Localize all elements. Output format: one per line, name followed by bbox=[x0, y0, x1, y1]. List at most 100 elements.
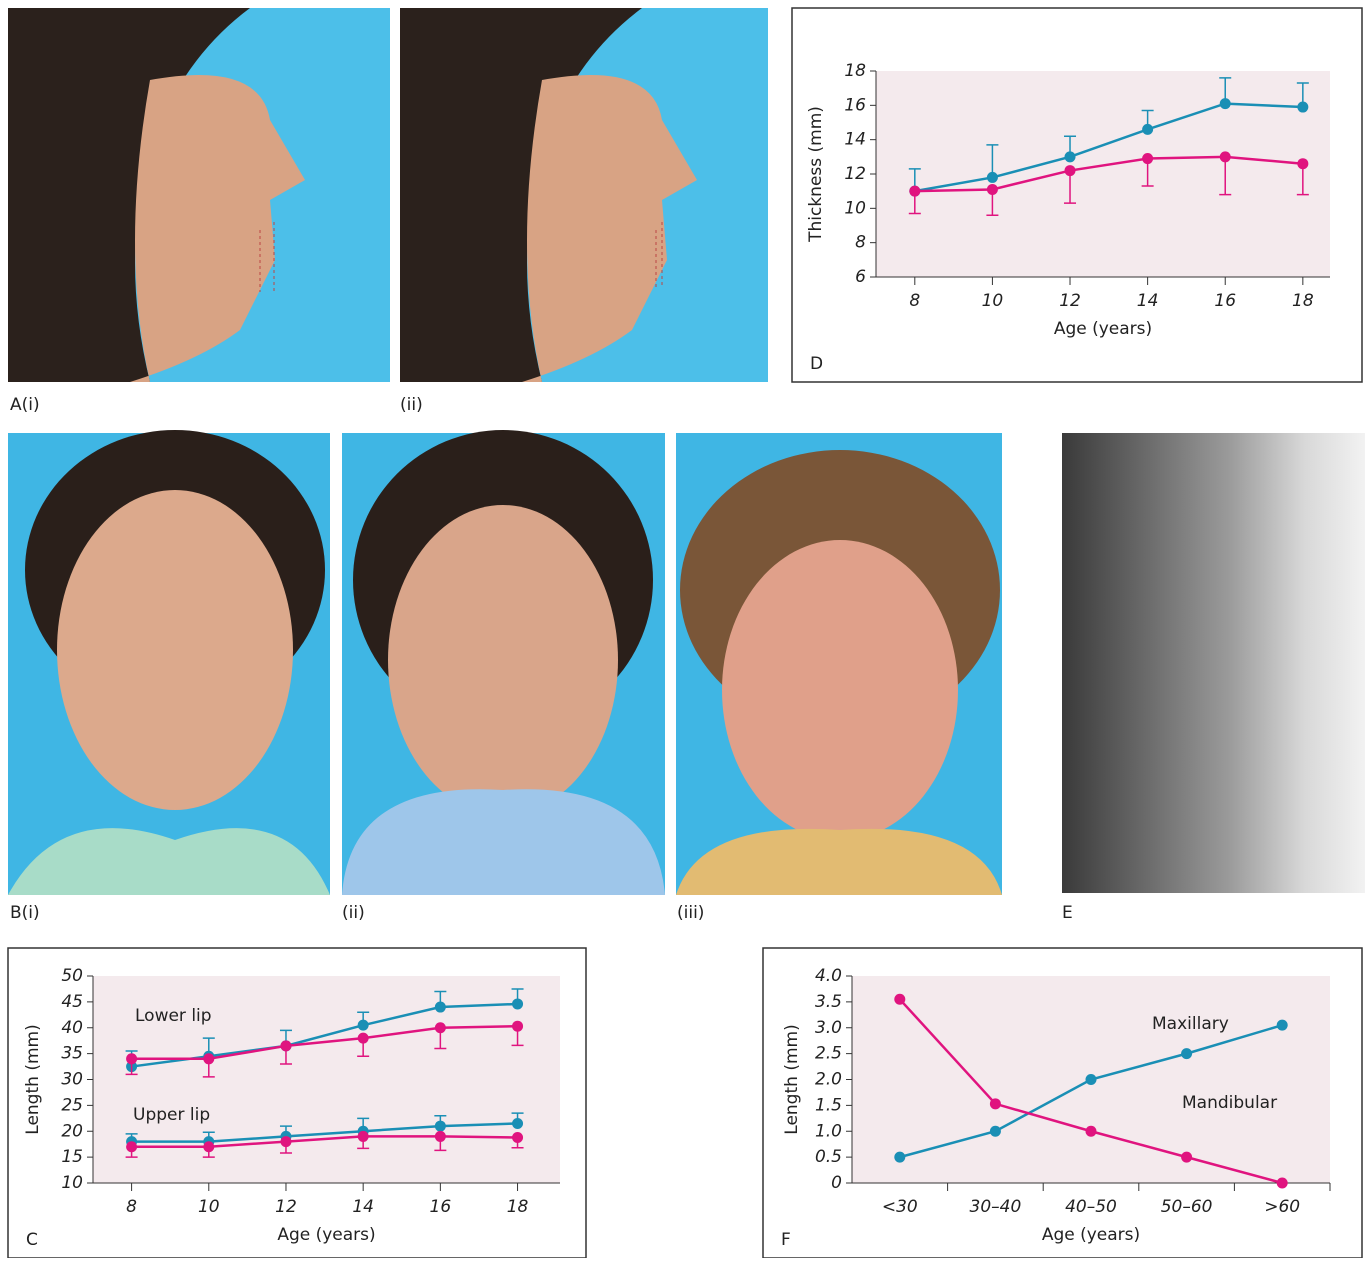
y-tick-label: 10 bbox=[61, 1173, 83, 1193]
data-point bbox=[203, 1053, 214, 1064]
data-point bbox=[1181, 1048, 1192, 1059]
x-tick-label: 10 bbox=[198, 1197, 220, 1217]
data-point bbox=[1297, 158, 1308, 169]
data-point bbox=[1297, 102, 1308, 113]
data-point bbox=[280, 1136, 291, 1147]
figure-label: E bbox=[1062, 903, 1073, 923]
panel-label: F bbox=[781, 1230, 791, 1250]
x-tick-label: 16 bbox=[430, 1197, 452, 1217]
y-tick-label: 3.0 bbox=[815, 1018, 842, 1038]
data-point bbox=[1142, 124, 1153, 135]
data-point bbox=[512, 1118, 523, 1129]
x-tick-label: 14 bbox=[352, 1197, 374, 1217]
x-axis-label: Age (years) bbox=[1042, 1225, 1140, 1245]
xray-e bbox=[1062, 433, 1365, 893]
data-point bbox=[1142, 153, 1153, 164]
y-tick-label: 25 bbox=[61, 1095, 83, 1115]
data-point bbox=[1220, 151, 1231, 162]
x-tick-label: 18 bbox=[507, 1197, 529, 1217]
y-tick-label: 30 bbox=[61, 1070, 83, 1090]
data-point bbox=[435, 1022, 446, 1033]
y-tick-label: 2.0 bbox=[815, 1070, 842, 1090]
data-point bbox=[512, 1132, 523, 1143]
data-point bbox=[1277, 1178, 1288, 1189]
x-tick-label: 8 bbox=[126, 1197, 137, 1217]
panel-label: D bbox=[810, 354, 823, 374]
data-point bbox=[1065, 165, 1076, 176]
panel-label: C bbox=[26, 1230, 38, 1250]
y-axis-label: Length (mm) bbox=[782, 1024, 802, 1134]
figure-label: A(i) bbox=[10, 395, 40, 415]
data-point bbox=[435, 1131, 446, 1142]
plot-background bbox=[876, 71, 1330, 277]
figure-label: (iii) bbox=[677, 903, 704, 923]
data-point bbox=[1065, 151, 1076, 162]
data-point bbox=[1220, 98, 1231, 109]
x-tick-label: 16 bbox=[1214, 291, 1236, 311]
photo-b-iii bbox=[676, 433, 1002, 895]
y-tick-label: 35 bbox=[61, 1044, 83, 1064]
annotation: Upper lip bbox=[133, 1105, 210, 1125]
data-point bbox=[1181, 1152, 1192, 1163]
data-point bbox=[1086, 1126, 1097, 1137]
data-point bbox=[358, 1033, 369, 1044]
data-point bbox=[358, 1020, 369, 1031]
data-point bbox=[512, 998, 523, 1009]
photo-a-i bbox=[8, 8, 390, 382]
y-tick-label: 40 bbox=[61, 1018, 83, 1038]
y-tick-label: 0 bbox=[831, 1173, 842, 1193]
data-point bbox=[512, 1021, 523, 1032]
annotation: Lower lip bbox=[135, 1006, 212, 1026]
data-point bbox=[435, 1121, 446, 1132]
figure-label: (ii) bbox=[400, 395, 423, 415]
y-tick-label: 45 bbox=[61, 992, 83, 1012]
y-tick-label: 50 bbox=[61, 966, 83, 986]
photo-b-i bbox=[8, 430, 330, 895]
y-axis-label: Length (mm) bbox=[23, 1024, 43, 1134]
y-tick-label: 18 bbox=[844, 61, 866, 81]
annotation: Mandibular bbox=[1182, 1093, 1277, 1113]
data-point bbox=[987, 172, 998, 183]
y-tick-label: 8 bbox=[855, 233, 866, 253]
x-tick-label: 12 bbox=[1059, 291, 1081, 311]
x-tick-label: 40–50 bbox=[1065, 1197, 1117, 1217]
photo-b-ii bbox=[342, 430, 665, 895]
x-tick-label: 10 bbox=[982, 291, 1004, 311]
figure-label: (ii) bbox=[342, 903, 365, 923]
figure-label: B(i) bbox=[10, 903, 40, 923]
data-point bbox=[1086, 1074, 1097, 1085]
data-point bbox=[280, 1040, 291, 1051]
y-tick-label: 1.5 bbox=[815, 1095, 842, 1115]
x-tick-label: 8 bbox=[909, 291, 920, 311]
annotation: Maxillary bbox=[1152, 1014, 1229, 1034]
y-tick-label: 20 bbox=[61, 1121, 83, 1141]
y-tick-label: 4.0 bbox=[815, 966, 842, 986]
x-tick-label: >60 bbox=[1264, 1197, 1300, 1217]
data-point bbox=[909, 186, 920, 197]
x-axis-label: Age (years) bbox=[1054, 319, 1152, 339]
y-tick-label: 2.5 bbox=[815, 1044, 842, 1064]
x-tick-label: 50–60 bbox=[1161, 1197, 1213, 1217]
x-tick-label: 12 bbox=[275, 1197, 297, 1217]
data-point bbox=[894, 1152, 905, 1163]
data-point bbox=[987, 184, 998, 195]
y-tick-label: 16 bbox=[844, 95, 866, 115]
data-point bbox=[203, 1141, 214, 1152]
photo-a-ii bbox=[400, 8, 768, 382]
y-tick-label: 14 bbox=[844, 130, 866, 150]
data-point bbox=[126, 1141, 137, 1152]
y-tick-label: 12 bbox=[844, 164, 866, 184]
figure: A(i) (ii) B(i) (ii) (iii) E 8 10 12 14 16 18 6 8 10 12 1… bbox=[0, 0, 1365, 1258]
data-point bbox=[126, 1053, 137, 1064]
y-tick-label: 6 bbox=[855, 267, 866, 287]
y-tick-label: 0.5 bbox=[815, 1147, 842, 1167]
y-tick-label: 10 bbox=[844, 198, 866, 218]
y-tick-label: 15 bbox=[61, 1147, 83, 1167]
x-tick-label: 30–40 bbox=[970, 1197, 1022, 1217]
data-point bbox=[990, 1126, 1001, 1137]
data-point bbox=[358, 1131, 369, 1142]
data-point bbox=[990, 1098, 1001, 1109]
x-axis-label: Age (years) bbox=[277, 1225, 375, 1245]
data-point bbox=[1277, 1020, 1288, 1031]
x-tick-label: 14 bbox=[1137, 291, 1159, 311]
